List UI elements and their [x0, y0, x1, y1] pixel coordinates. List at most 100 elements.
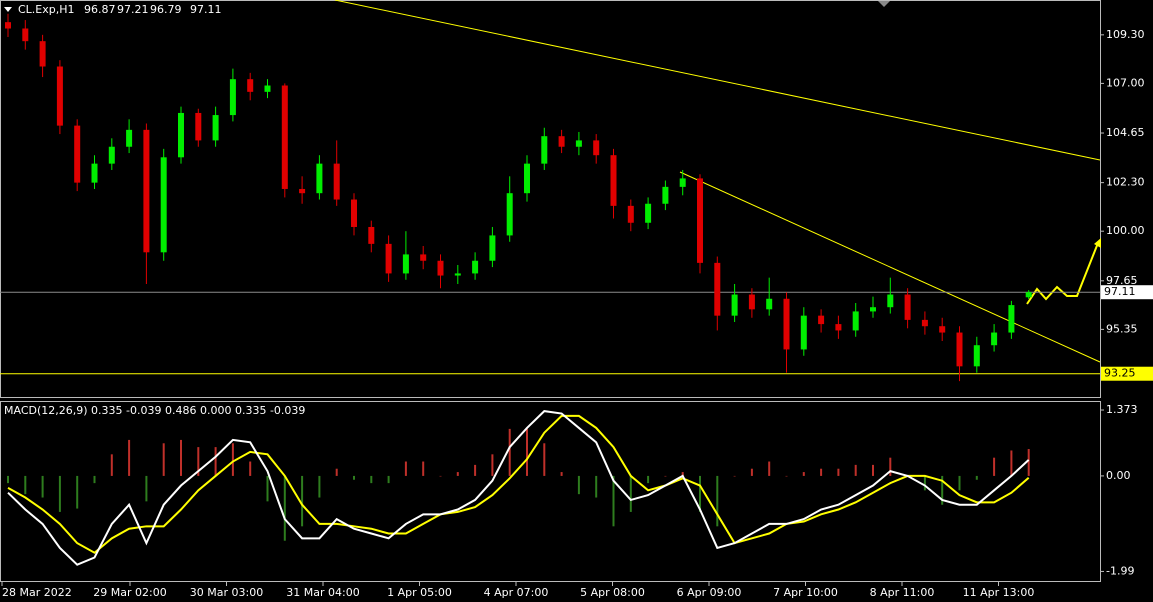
candle-body — [818, 315, 825, 325]
price-label-box — [1101, 366, 1153, 381]
candle-body — [921, 319, 928, 327]
histogram-bar — [162, 443, 165, 476]
shift-marker — [878, 1, 890, 7]
y-tick-label: 1.373 — [1106, 403, 1138, 416]
histogram-bar — [941, 475, 944, 505]
candle-body — [991, 332, 998, 346]
x-tick-label: 5 Apr 08:00 — [580, 586, 645, 599]
histogram-bar — [1027, 449, 1030, 476]
candle-body — [229, 79, 236, 116]
x-tick-label: 8 Apr 11:00 — [870, 586, 935, 599]
histogram-bar — [110, 454, 113, 476]
candle-body — [973, 345, 980, 367]
candle-body — [368, 226, 375, 244]
candle-body — [437, 260, 444, 276]
candle-body — [299, 188, 306, 194]
candle-body — [108, 146, 115, 164]
histogram-bar — [128, 439, 131, 476]
histogram-bar — [958, 475, 961, 491]
y-tick-label: 102.30 — [1106, 176, 1145, 189]
symbol-title: CL.Exp,H1 — [18, 3, 75, 16]
histogram-bar — [785, 475, 788, 477]
candle-body — [645, 203, 652, 223]
y-tick-label: 109.30 — [1106, 28, 1145, 41]
histogram-bar — [231, 443, 234, 476]
price-label: 97.11 — [1104, 285, 1136, 298]
x-tick-label: 6 Apr 09:00 — [677, 586, 742, 599]
candle-body — [627, 205, 634, 223]
macd-title: MACD(12,26,9) 0.335 -0.039 0.486 0.000 0… — [4, 404, 305, 417]
x-tick-label: 11 Apr 13:00 — [963, 586, 1035, 599]
candle-body — [160, 157, 167, 253]
histogram-bar — [266, 475, 269, 502]
y-tick-label: 104.65 — [1106, 126, 1145, 139]
x-tick-label: 29 Mar 02:00 — [93, 586, 166, 599]
price-label-box — [1101, 285, 1153, 300]
histogram-bar — [387, 475, 390, 484]
histogram-bar — [404, 461, 407, 476]
histogram-bar — [560, 472, 563, 476]
candle-body — [610, 155, 617, 206]
histogram-bar — [456, 472, 459, 476]
candle-body — [783, 298, 790, 350]
candle-body — [558, 136, 565, 147]
histogram-bar — [993, 457, 996, 476]
candle-body — [385, 243, 392, 274]
histogram-bar — [854, 464, 857, 476]
histogram-bar — [820, 468, 823, 476]
candle-body — [904, 294, 911, 320]
histogram-bar — [577, 475, 580, 495]
main-panel-frame — [0, 0, 1101, 398]
candle-body — [143, 129, 150, 253]
candle-body — [887, 294, 894, 308]
x-tick-label: 4 Apr 07:00 — [484, 586, 549, 599]
x-tick-label: 1 Apr 05:00 — [387, 586, 452, 599]
candle-body — [402, 254, 409, 274]
candle-body — [351, 199, 357, 227]
histogram-bar — [837, 468, 840, 476]
histogram-bar — [370, 475, 373, 484]
candle-body — [333, 163, 340, 200]
projection-arrow — [1026, 242, 1099, 305]
histogram-bar — [975, 475, 978, 480]
y-tick-label: 107.00 — [1106, 76, 1145, 89]
histogram-bar — [249, 461, 252, 476]
candle-body — [575, 140, 582, 147]
candle-body — [524, 163, 530, 194]
histogram-bar — [24, 475, 27, 495]
ohlc-close: 97.11 — [190, 3, 222, 16]
histogram-bar — [681, 472, 684, 476]
candle-body — [852, 311, 859, 331]
candle-body — [714, 262, 721, 316]
x-tick-label: 7 Apr 10:00 — [773, 586, 838, 599]
histogram-bar — [214, 447, 217, 476]
histogram-bar — [733, 475, 736, 477]
histogram-bar — [180, 439, 182, 476]
candle-body — [5, 22, 11, 29]
x-tick-label: 30 Mar 03:00 — [190, 586, 263, 599]
signal-line — [7, 414, 1030, 554]
histogram-bar — [526, 428, 528, 476]
candle-body — [316, 163, 323, 194]
candle-body — [247, 79, 254, 92]
histogram-bar — [595, 475, 598, 498]
candle-body — [420, 254, 427, 261]
histogram-bar — [353, 475, 355, 480]
candle-body — [506, 193, 513, 236]
histogram-bar — [629, 475, 632, 512]
arrow-head — [1094, 238, 1101, 248]
histogram-bar — [1010, 450, 1013, 476]
candle-body — [56, 66, 63, 126]
candle-body — [679, 178, 686, 187]
candle-body — [662, 186, 669, 204]
candle-body — [212, 115, 219, 141]
histogram-bar — [768, 461, 771, 476]
histogram-bar — [7, 475, 9, 484]
histogram-bar — [664, 475, 667, 477]
histogram-bar — [889, 457, 892, 476]
candle-body — [956, 332, 963, 367]
candle-body — [800, 315, 807, 350]
candle-body — [697, 178, 703, 263]
x-tick-label: 28 Mar 2022 — [2, 586, 72, 599]
